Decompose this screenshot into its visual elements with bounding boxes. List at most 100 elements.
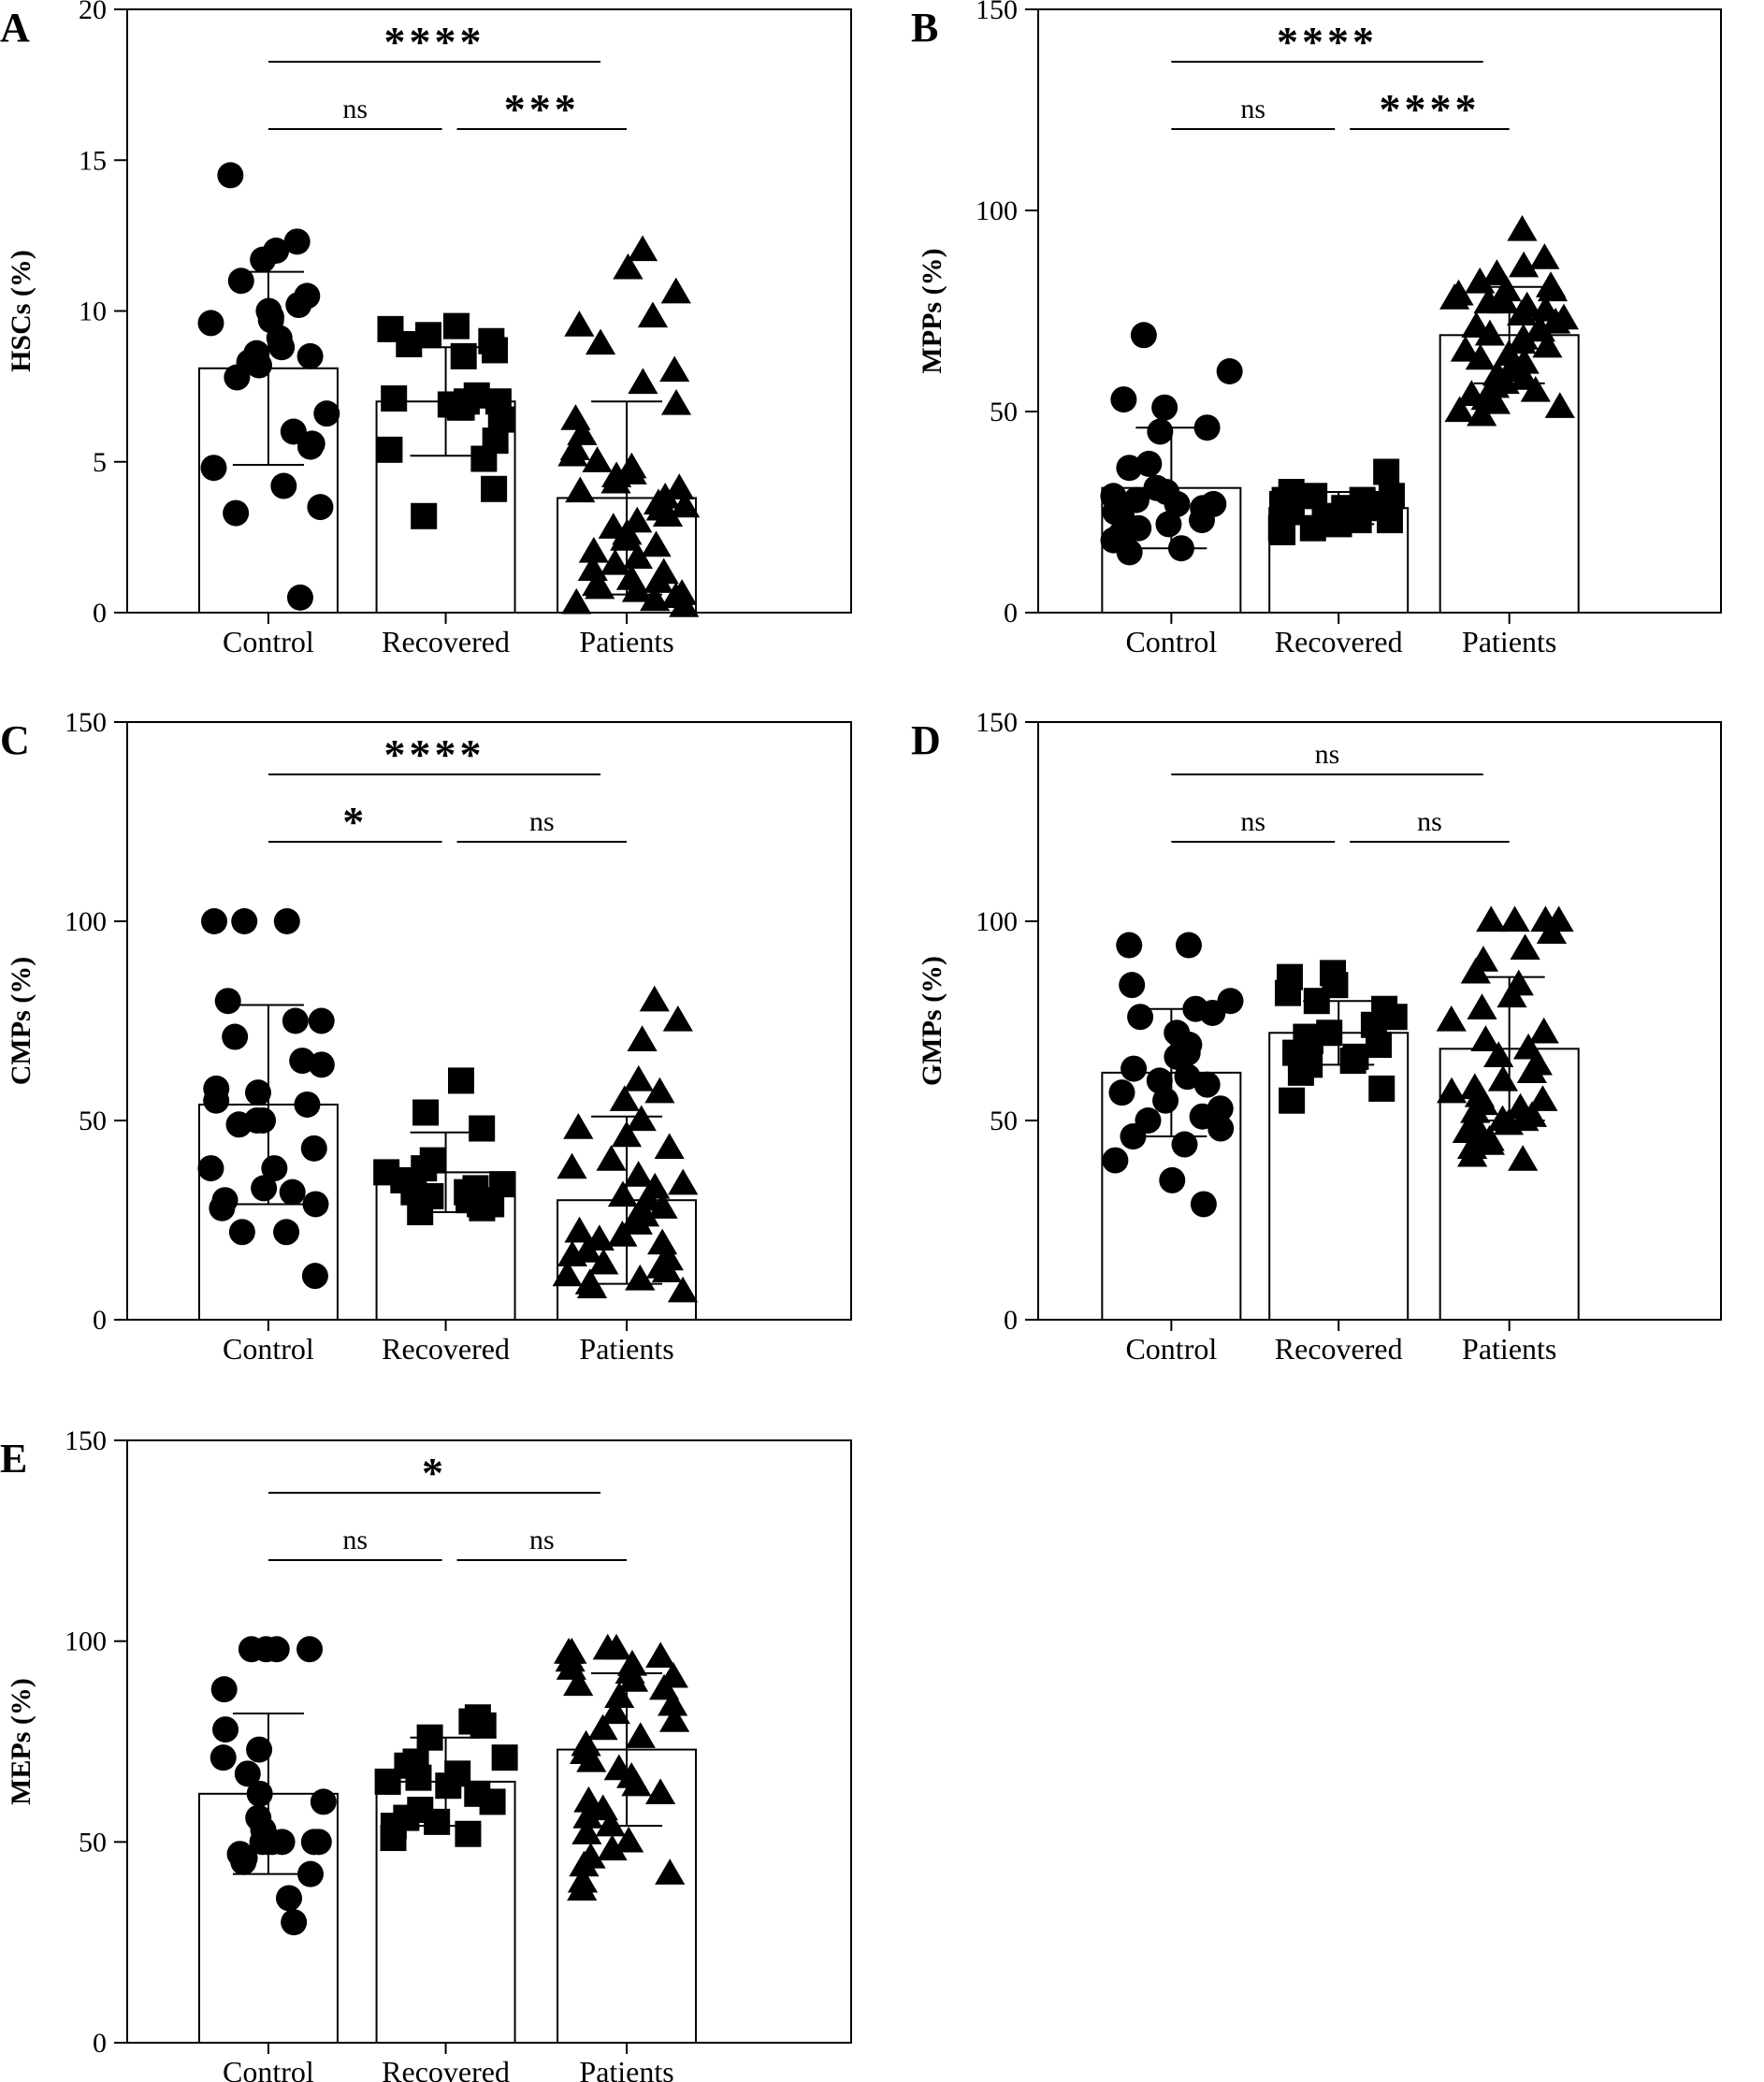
data-point bbox=[1470, 1025, 1501, 1051]
data-point bbox=[281, 1909, 308, 1936]
data-point bbox=[1474, 319, 1506, 346]
data-point bbox=[296, 1636, 324, 1663]
data-point bbox=[600, 548, 630, 575]
data-point bbox=[668, 1168, 699, 1195]
data-point bbox=[1520, 376, 1551, 402]
data-point bbox=[592, 1633, 623, 1660]
data-point bbox=[660, 388, 692, 415]
data-point bbox=[210, 1676, 238, 1703]
data-point bbox=[245, 352, 272, 379]
data-point bbox=[1269, 519, 1296, 545]
data-point bbox=[1540, 307, 1571, 334]
significance-label: *** bbox=[504, 85, 580, 133]
data-point bbox=[567, 1874, 598, 1901]
data-point bbox=[1207, 1115, 1235, 1142]
data-point bbox=[1489, 287, 1520, 314]
data-point bbox=[600, 1698, 630, 1725]
data-point bbox=[573, 1786, 604, 1813]
x-tick-label: Control bbox=[223, 2055, 314, 2082]
data-point bbox=[411, 502, 438, 529]
data-point bbox=[1127, 1004, 1154, 1031]
data-point bbox=[597, 1834, 628, 1861]
data-point bbox=[1193, 414, 1221, 441]
data-point bbox=[664, 473, 695, 499]
data-point bbox=[1155, 511, 1182, 538]
data-point bbox=[1287, 1059, 1314, 1086]
x-tick-label: Control bbox=[223, 1332, 314, 1366]
data-point bbox=[655, 1858, 686, 1885]
data-point bbox=[308, 1051, 335, 1078]
data-point bbox=[381, 385, 408, 412]
data-point bbox=[1491, 275, 1522, 302]
data-point bbox=[231, 908, 258, 934]
y-axis-label: CMPs (%) bbox=[6, 957, 36, 1085]
data-point bbox=[246, 1736, 273, 1763]
data-point bbox=[238, 1636, 265, 1663]
data-point bbox=[270, 472, 297, 499]
data-point bbox=[1190, 1191, 1217, 1218]
data-point bbox=[268, 334, 296, 361]
panel-letter: E bbox=[0, 1436, 27, 1482]
data-point bbox=[310, 1788, 337, 1815]
significance-label: ns bbox=[342, 1525, 368, 1555]
y-tick-label: 150 bbox=[65, 1425, 107, 1456]
y-axis-label: HSCs (%) bbox=[6, 250, 36, 372]
data-point bbox=[201, 908, 228, 934]
data-point bbox=[563, 1670, 594, 1697]
data-point bbox=[623, 1161, 654, 1187]
data-point bbox=[280, 418, 307, 445]
data-point bbox=[1499, 905, 1530, 933]
data-point bbox=[1436, 1077, 1468, 1104]
data-point bbox=[1527, 1085, 1558, 1111]
data-point bbox=[1274, 979, 1301, 1006]
data-point bbox=[224, 364, 251, 391]
data-point bbox=[607, 1221, 638, 1247]
data-point bbox=[1536, 918, 1568, 944]
data-point bbox=[1508, 1145, 1539, 1171]
data-point bbox=[455, 1820, 482, 1847]
data-point bbox=[1528, 1017, 1559, 1044]
data-point bbox=[251, 1175, 278, 1202]
data-point bbox=[587, 1713, 618, 1741]
data-point bbox=[210, 1744, 237, 1771]
data-point bbox=[647, 1193, 678, 1219]
y-tick-label: 0 bbox=[93, 598, 107, 629]
data-point bbox=[600, 467, 631, 494]
data-point bbox=[1152, 1087, 1179, 1114]
significance-label: ns bbox=[1315, 739, 1340, 770]
data-point bbox=[576, 1745, 607, 1772]
x-tick-label: Recovered bbox=[382, 1332, 510, 1366]
data-point bbox=[376, 436, 403, 463]
data-point bbox=[617, 1666, 649, 1692]
panel-b: B 0 50 100 150 MPPs (%) Control Recovered Patien… bbox=[911, 0, 1722, 658]
data-point bbox=[479, 1788, 506, 1815]
data-point bbox=[607, 1180, 639, 1207]
data-point bbox=[614, 1826, 644, 1853]
data-point bbox=[1121, 1055, 1148, 1082]
data-point bbox=[1506, 299, 1538, 325]
data-point bbox=[595, 1810, 626, 1837]
data-point bbox=[212, 1716, 239, 1743]
data-point bbox=[610, 525, 641, 551]
panel-letter: D bbox=[911, 717, 941, 763]
data-point bbox=[222, 1023, 249, 1050]
y-axis-label: MPPs (%) bbox=[917, 248, 947, 373]
data-point bbox=[279, 1178, 306, 1206]
data-point bbox=[1476, 905, 1507, 933]
data-point bbox=[197, 1155, 224, 1182]
data-point bbox=[469, 1115, 496, 1142]
data-point bbox=[225, 1111, 253, 1138]
data-point bbox=[557, 1240, 588, 1267]
data-point bbox=[1467, 399, 1497, 427]
data-point bbox=[296, 433, 324, 460]
data-point bbox=[223, 499, 250, 527]
data-point bbox=[654, 1133, 685, 1159]
data-point bbox=[640, 585, 671, 612]
data-point bbox=[482, 337, 509, 364]
data-point bbox=[1159, 1166, 1186, 1193]
data-point bbox=[632, 1184, 663, 1211]
data-point bbox=[1480, 387, 1511, 414]
data-point bbox=[564, 1216, 595, 1243]
y-tick-label: 5 bbox=[93, 447, 107, 478]
y-tick-label: 20 bbox=[79, 0, 107, 25]
